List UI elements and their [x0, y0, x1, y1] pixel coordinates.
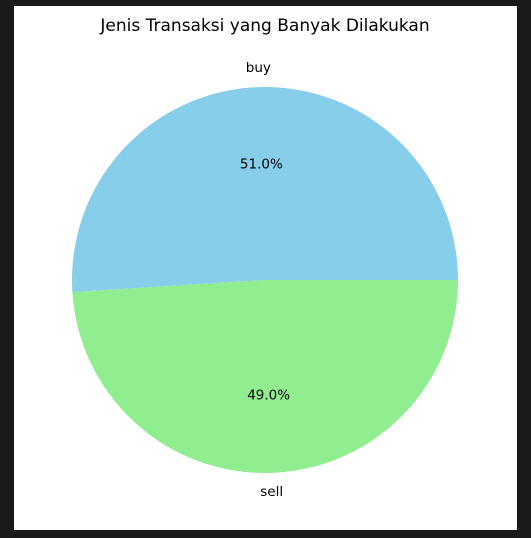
pie-slices: [71, 86, 458, 473]
percent-label-buy: 51.0%: [240, 156, 283, 172]
pie-labels: buy 51.0% sell 49.0%: [240, 60, 290, 500]
chart-title: Jenis Transaksi yang Banyak Dilakukan: [99, 16, 429, 36]
pie-slice-sell: [72, 280, 458, 473]
slice-label-sell: sell: [260, 484, 283, 500]
pie-slice-buy: [71, 86, 458, 293]
pie-chart: Jenis Transaksi yang Banyak Dilakukan bu…: [71, 16, 458, 500]
slice-label-buy: buy: [246, 60, 271, 76]
percent-label-sell: 49.0%: [247, 388, 290, 404]
chart-figure: Jenis Transaksi yang Banyak Dilakukan bu…: [14, 6, 517, 530]
